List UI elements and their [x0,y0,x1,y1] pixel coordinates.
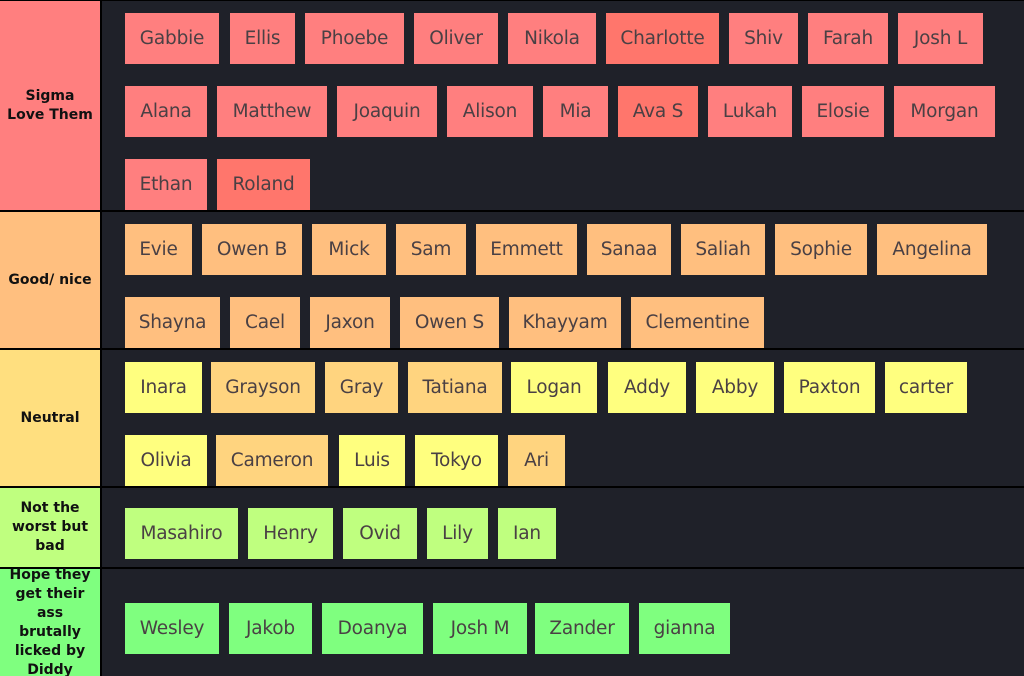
tier-items-dropzone[interactable]: Inara Grayson Gray Tatiana Logan Addy Ab… [102,350,1024,486]
tier-item[interactable]: Josh L [898,13,983,64]
tier-item[interactable]: Ellis [230,13,295,64]
tier-item[interactable]: Gray [325,362,398,413]
tier-label[interactable]: Hope they get their ass brutally licked … [0,567,100,676]
tier-item[interactable]: Sanaa [587,224,671,275]
tier-items-dropzone[interactable]: Wesley Jakob Doanya Josh M Zander gianna [102,569,1024,676]
tier-item[interactable]: Shiv [729,13,798,64]
tier-row-good-nice: Good/ nice Evie Owen B Mick Sam Emmett S… [0,212,1024,348]
tier-item[interactable]: Owen S [400,297,499,348]
tier-item[interactable]: Ari [508,435,565,486]
tier-item[interactable]: Emmett [476,224,577,275]
tier-item[interactable]: Wesley [125,603,219,654]
tier-item[interactable]: Clementine [631,297,764,348]
tier-label[interactable]: Not the worst but bad [0,488,100,567]
tier-item[interactable]: Farah [808,13,888,64]
tier-item[interactable]: Oliver [414,13,498,64]
tier-item[interactable]: Owen B [202,224,302,275]
tier-item[interactable]: Inara [125,362,202,413]
tier-item[interactable]: Paxton [784,362,875,413]
tier-label[interactable]: Sigma Love Them [0,1,100,210]
tier-item[interactable]: Jaxon [310,297,390,348]
tier-item[interactable]: Logan [511,362,597,413]
tier-item[interactable]: Masahiro [125,508,238,559]
tier-item[interactable]: Charlotte [606,13,719,64]
tier-item[interactable]: Ethan [125,159,207,210]
tier-item[interactable]: Khayyam [509,297,621,348]
tier-items-dropzone[interactable]: Masahiro Henry Ovid Lily Ian [102,488,1024,567]
tier-item[interactable]: Gabbie [125,13,219,64]
tier-item[interactable]: Abby [696,362,774,413]
tier-item[interactable]: Henry [248,508,333,559]
tier-item[interactable]: Ian [498,508,556,559]
tier-row-hope-they: Hope they get their ass brutally licked … [0,567,1024,676]
tier-item[interactable]: Mia [543,86,608,137]
tier-item[interactable]: Cameron [216,435,328,486]
tier-item[interactable]: gianna [639,603,730,654]
tier-item[interactable]: Elosie [802,86,884,137]
tier-item[interactable]: Cael [230,297,300,348]
tier-item[interactable]: Alana [125,86,207,137]
tier-item[interactable]: Sophie [775,224,867,275]
tier-item[interactable]: Ava S [618,86,698,137]
tier-item[interactable]: Lily [427,508,488,559]
tier-item[interactable]: Lukah [708,86,792,137]
tier-row-sigma: Sigma Love Them Gabbie Ellis Phoebe Oliv… [0,1,1024,210]
tier-row-neutral: Neutral Inara Grayson Gray Tatiana Logan… [0,350,1024,486]
tier-item[interactable]: Evie [125,224,192,275]
tier-item[interactable]: Morgan [894,86,995,137]
tier-item[interactable]: Nikola [508,13,596,64]
tier-item[interactable]: Angelina [877,224,987,275]
tier-item[interactable]: Matthew [217,86,327,137]
tier-item[interactable]: Joaquin [337,86,437,137]
tier-item[interactable]: carter [885,362,967,413]
tier-label[interactable]: Neutral [0,350,100,486]
tier-item[interactable]: Shayna [125,297,220,348]
tier-item[interactable]: Tatiana [408,362,502,413]
tier-item[interactable]: Grayson [211,362,315,413]
tier-item[interactable]: Saliah [681,224,765,275]
tier-items-dropzone[interactable]: Evie Owen B Mick Sam Emmett Sanaa Saliah… [102,212,1024,348]
tier-item[interactable]: Mick [312,224,386,275]
tier-item[interactable]: Phoebe [305,13,404,64]
tier-item[interactable]: Luis [339,435,405,486]
tier-label[interactable]: Good/ nice [0,212,100,348]
tier-item[interactable]: Roland [217,159,310,210]
tier-item[interactable]: Josh M [433,603,527,654]
tier-item[interactable]: Sam [396,224,466,275]
tier-row-not-the-worst: Not the worst but bad Masahiro Henry Ovi… [0,488,1024,567]
tier-item[interactable]: Zander [535,603,629,654]
tier-item[interactable]: Ovid [343,508,417,559]
tier-item[interactable]: Alison [447,86,533,137]
tier-item[interactable]: Doanya [322,603,423,654]
tier-item[interactable]: Tokyo [415,435,498,486]
tier-item[interactable]: Jakob [229,603,312,654]
tier-item[interactable]: Addy [608,362,686,413]
tier-items-dropzone[interactable]: Gabbie Ellis Phoebe Oliver Nikola Charlo… [102,1,1024,210]
tier-item[interactable]: Olivia [125,435,207,486]
